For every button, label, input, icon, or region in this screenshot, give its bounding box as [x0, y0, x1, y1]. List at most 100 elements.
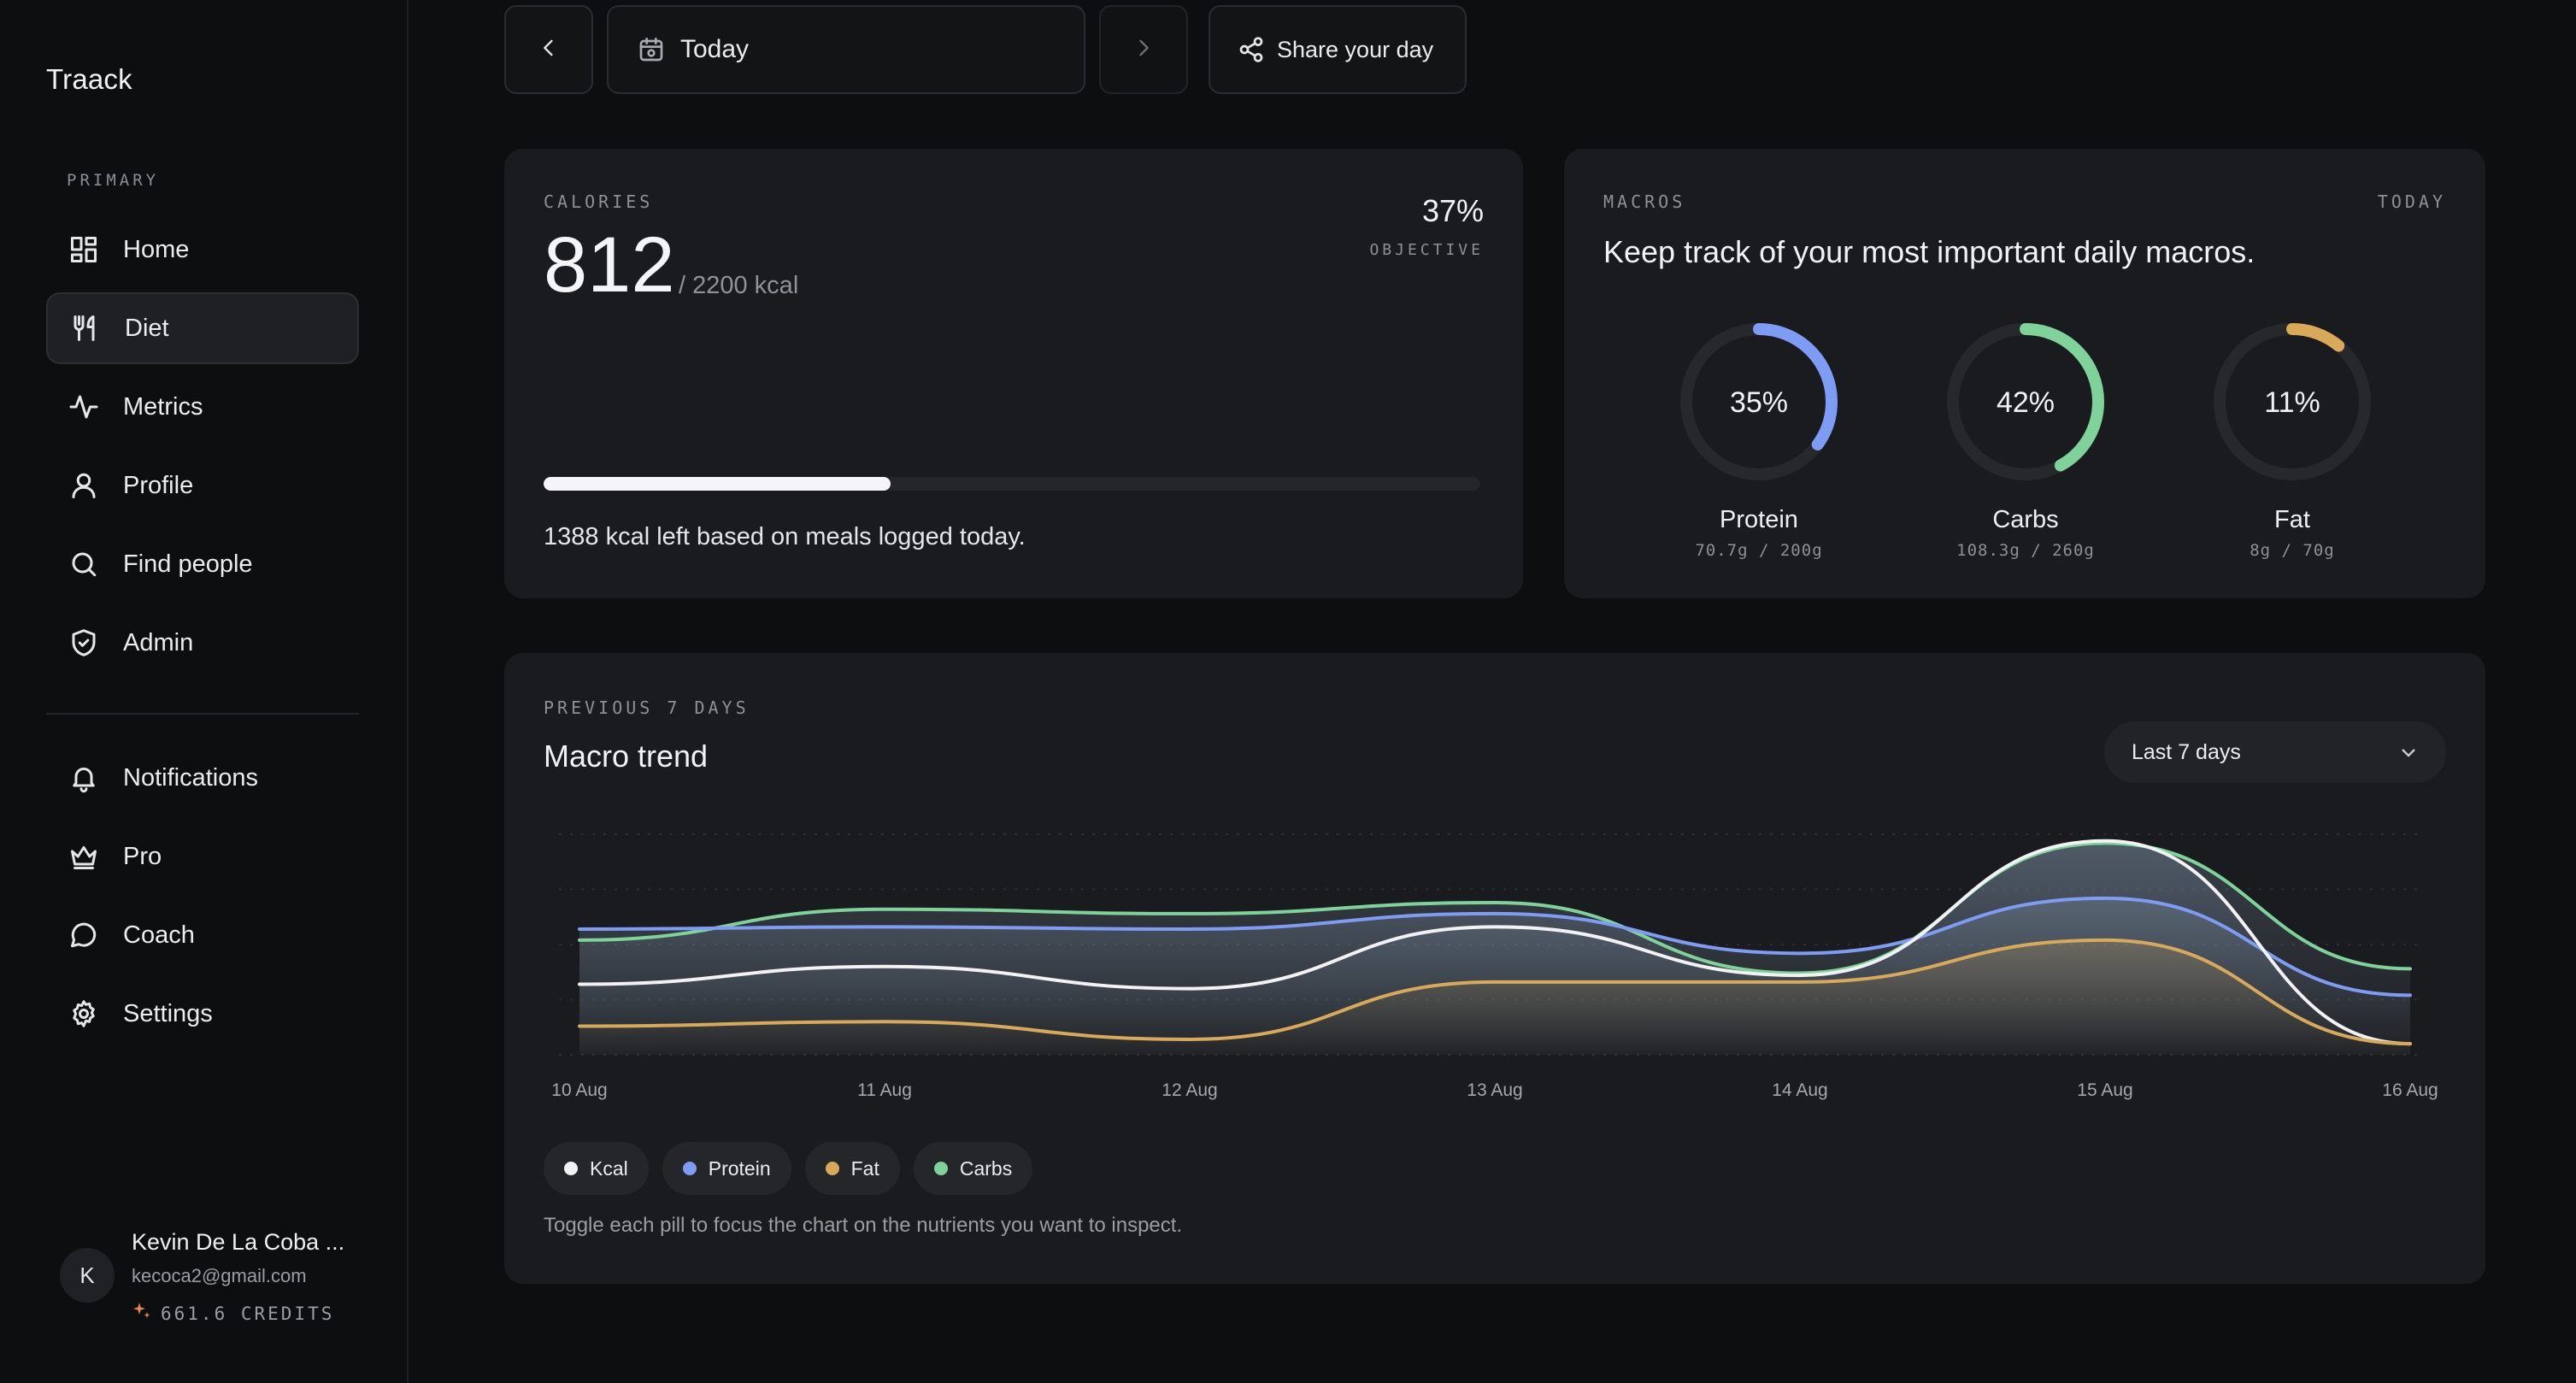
bell-icon — [65, 759, 103, 797]
sidebar: Traack PRIMARY Home Diet Metrics Profile… — [0, 0, 409, 1383]
credits-label: 661.6 CREDITS — [161, 1303, 335, 1324]
sidebar-item-settings[interactable]: Settings — [46, 978, 359, 1050]
macros-title: Keep track of your most important daily … — [1603, 234, 2255, 269]
kcal-dot-icon — [564, 1162, 578, 1175]
avatar: K — [60, 1248, 115, 1303]
calories-progress-fill — [544, 477, 891, 491]
trend-title: Macro trend — [544, 739, 709, 774]
protein-detail: 70.7g / 200g — [1695, 541, 1823, 560]
date-label: Today — [680, 35, 750, 63]
sidebar-item-find-people[interactable]: Find people — [46, 528, 359, 600]
pulse-icon — [65, 388, 103, 426]
macros-period: TODAY — [2377, 191, 2446, 212]
calories-percent: 37% — [1421, 193, 1484, 228]
x-tick-label: 13 Aug — [1467, 1080, 1522, 1100]
protein-ring-arc — [1680, 323, 1838, 480]
sparkle-icon — [132, 1301, 152, 1326]
fat-dot-icon — [825, 1162, 839, 1175]
macro-trend-chart: 10 Aug 11 Aug 12 Aug 13 Aug 14 Aug 15 Aug 16 A… — [551, 833, 2438, 1100]
sidebar-item-admin[interactable]: Admin — [46, 607, 359, 679]
fat-area — [579, 939, 2410, 1055]
protein-percent: 35% — [1730, 386, 1788, 419]
pill-label: Kcal — [590, 1156, 628, 1180]
previous-day-button[interactable] — [504, 5, 593, 94]
sidebar-item-metrics[interactable]: Metrics — [46, 371, 359, 443]
sidebar-item-profile[interactable]: Profile — [46, 450, 359, 521]
sidebar-divider — [46, 713, 359, 715]
date-picker-button[interactable]: Today — [607, 5, 1085, 94]
section-label-primary: PRIMARY — [67, 171, 160, 190]
pill-fat[interactable]: Fat — [804, 1142, 900, 1195]
carbs-ring-arc — [1947, 323, 2104, 480]
chevron-left-icon — [537, 36, 561, 64]
series-toggle-pills: Kcal Protein Fat Carbs — [544, 1142, 1033, 1195]
macro-trend-card: PREVIOUS 7 DAYS Macro trend Last 7 days … — [504, 653, 2485, 1284]
calories-value: 812 — [544, 221, 675, 309]
user-email: kecoca2@gmail.com — [132, 1265, 307, 1286]
carbs-percent: 42% — [1997, 386, 2055, 419]
chat-bubble-icon — [65, 916, 103, 954]
user-credits: 661.6 CREDITS — [132, 1301, 334, 1326]
sidebar-item-label: Diet — [125, 314, 169, 342]
protein-ring-chart: 35% — [1680, 323, 1838, 480]
macros-card: MACROS TODAY Keep track of your most imp… — [1564, 149, 2485, 598]
macro-ring-carbs[interactable]: 42% Carbs 108.3g / 260g — [1914, 316, 2137, 560]
carbs-series-line — [578, 841, 2412, 975]
sidebar-item-home[interactable]: Home — [46, 214, 359, 285]
protein-dot-icon — [682, 1162, 697, 1175]
x-tick-label: 16 Aug — [2382, 1080, 2438, 1100]
gear-icon — [65, 995, 103, 1033]
pill-label: Fat — [850, 1156, 879, 1180]
x-tick-label: 12 Aug — [1162, 1080, 1217, 1100]
sidebar-item-label: Settings — [123, 999, 213, 1027]
search-icon — [65, 545, 103, 583]
sidebar-item-label: Find people — [123, 550, 253, 578]
trend-note: Toggle each pill to focus the chart on t… — [544, 1214, 1183, 1237]
sidebar-item-label: Admin — [123, 628, 194, 656]
sidebar-item-pro[interactable]: Pro — [46, 821, 359, 892]
chart-areas — [579, 840, 2410, 1055]
pill-protein[interactable]: Protein — [662, 1142, 791, 1195]
pill-kcal[interactable]: Kcal — [544, 1142, 649, 1195]
x-tick-label: 14 Aug — [1772, 1080, 1827, 1100]
calendar-icon — [638, 36, 665, 63]
fat-percent: 11% — [2264, 386, 2320, 419]
share-day-button[interactable]: Share your day — [1209, 5, 1467, 94]
carbs-detail: 108.3g / 260g — [1956, 541, 2095, 560]
x-tick-label: 15 Aug — [2077, 1080, 2132, 1100]
carbs-dot-icon — [933, 1162, 948, 1175]
chart-lines — [578, 839, 2412, 1046]
calories-card: CALORIES 812 / 2200 kcal 37% OBJECTIVE 1… — [504, 149, 1523, 598]
user-card[interactable]: K Kevin De La Coba ... kecoca2@gmail.com… — [46, 1222, 388, 1342]
range-select[interactable]: Last 7 days — [2104, 721, 2446, 783]
sidebar-item-label: Notifications — [123, 763, 258, 792]
protein-label: Protein — [1720, 506, 1798, 533]
shield-icon — [65, 624, 103, 662]
fat-ring-chart: 11% — [2214, 323, 2371, 480]
macro-ring-fat[interactable]: 11% Fat 8g / 70g — [2181, 316, 2403, 560]
user-name: Kevin De La Coba ... — [132, 1229, 345, 1255]
sidebar-item-diet[interactable]: Diet — [46, 292, 359, 364]
crown-icon — [65, 838, 103, 875]
sidebar-item-label: Home — [123, 235, 190, 263]
calories-target: / 2200 kcal — [679, 272, 799, 299]
next-day-button[interactable] — [1099, 5, 1188, 94]
calories-progress-bar — [544, 477, 1480, 491]
pill-carbs[interactable]: Carbs — [913, 1142, 1033, 1195]
fat-label: Fat — [2274, 506, 2310, 533]
fat-series-line — [578, 938, 2412, 1046]
brand-logo[interactable]: Traack — [46, 63, 132, 95]
sidebar-item-notifications[interactable]: Notifications — [46, 742, 359, 814]
sidebar-item-label: Pro — [123, 842, 162, 870]
x-tick-label: 11 Aug — [857, 1080, 912, 1100]
share-label: Share your day — [1277, 36, 1434, 62]
calories-eyebrow: CALORIES — [544, 191, 654, 212]
macro-ring-protein[interactable]: 35% Protein 70.7g / 200g — [1648, 316, 1870, 560]
sidebar-item-label: Metrics — [123, 392, 203, 421]
share-icon — [1238, 36, 1265, 63]
sidebar-item-coach[interactable]: Coach — [46, 899, 359, 971]
trend-eyebrow: PREVIOUS 7 DAYS — [544, 697, 750, 718]
range-select-value: Last 7 days — [2132, 739, 2241, 764]
x-tick-label: 10 Aug — [551, 1080, 607, 1100]
calories-objective-label: OBJECTIVE — [1369, 241, 1484, 259]
